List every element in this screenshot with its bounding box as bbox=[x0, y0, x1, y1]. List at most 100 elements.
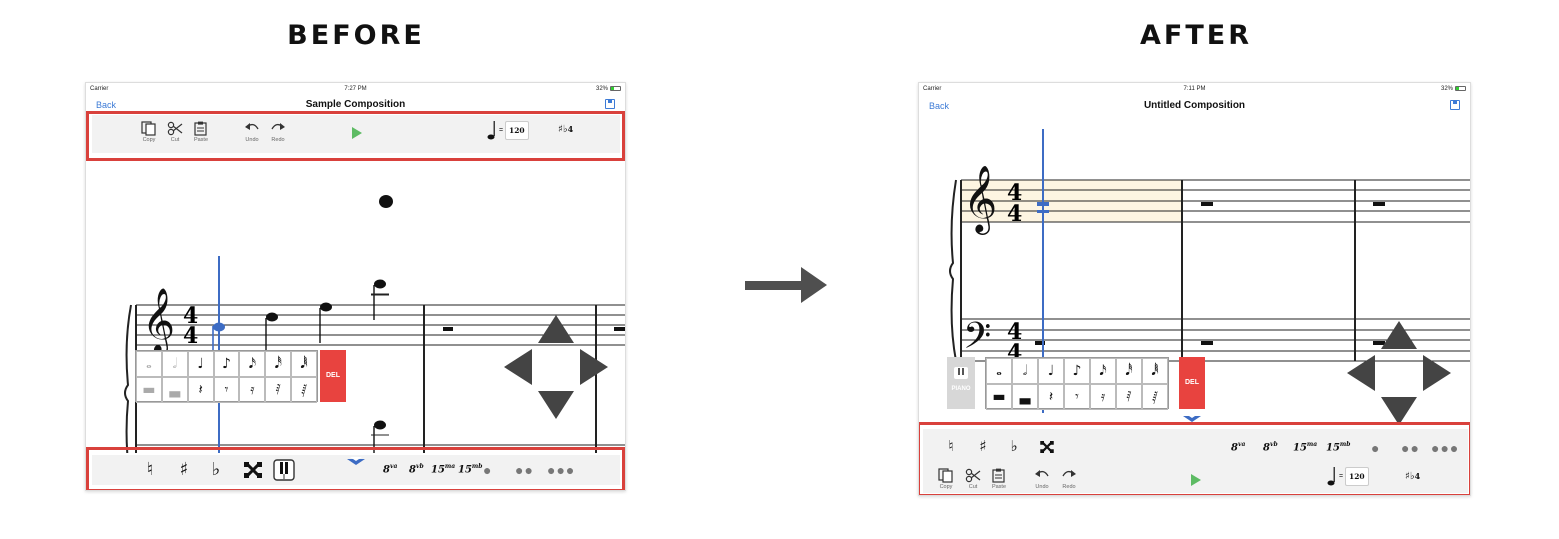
piano-label: PIANO bbox=[951, 386, 971, 392]
double-sharp-icon[interactable] bbox=[1040, 441, 1054, 453]
redo-label: Redo bbox=[271, 137, 285, 143]
save-icon[interactable] bbox=[605, 99, 615, 109]
redo-button[interactable]: Redo bbox=[1056, 468, 1082, 490]
quarter-rest-button[interactable]: 𝄽 bbox=[1038, 384, 1064, 410]
whole-note-button[interactable]: 𝅝 bbox=[986, 358, 1012, 384]
sixteenth-rest-button[interactable]: 𝄿 bbox=[1090, 384, 1116, 410]
natural-icon[interactable]: ♮ bbox=[146, 459, 154, 480]
quarter-rest-button[interactable]: 𝄽 bbox=[187, 377, 214, 403]
sixtyfourth-rest-button[interactable]: 𝅁 bbox=[1142, 384, 1168, 410]
half-note-button[interactable]: 𝅗𝅥 bbox=[161, 351, 188, 377]
sixteenth-rest-button[interactable]: 𝄿 bbox=[239, 377, 266, 403]
svg-text:4: 4 bbox=[1007, 201, 1022, 227]
sharp-icon[interactable]: ♯ bbox=[979, 437, 987, 455]
play-button[interactable] bbox=[1191, 474, 1201, 486]
quarter-note-button[interactable]: ♩ bbox=[187, 351, 214, 377]
ottava-15ma[interactable]: 15ma bbox=[1293, 441, 1318, 454]
note-palette: 𝅝 𝅗𝅥 ♩ ♪ 𝅘𝅥𝅯 𝅘𝅥𝅰 𝅘𝅥𝅱 ▬ ▃ 𝄽 𝄾 𝄿 𝅀 𝅁 bbox=[135, 350, 318, 403]
cut-icon bbox=[965, 468, 981, 483]
whole-note-button[interactable]: 𝅝 bbox=[136, 351, 162, 377]
double-sharp-icon[interactable] bbox=[244, 462, 262, 478]
redo-button[interactable]: Redo bbox=[265, 121, 291, 143]
piano-keys-icon bbox=[954, 367, 968, 379]
half-rest-button[interactable]: ▃ bbox=[1012, 384, 1038, 410]
clock: 7:11 PM bbox=[1183, 86, 1206, 92]
half-rest-button[interactable]: ▃ bbox=[161, 377, 188, 403]
sixteenth-note-button[interactable]: 𝅘𝅥𝅯 bbox=[239, 351, 266, 377]
flat-icon[interactable]: ♭ bbox=[1010, 437, 1018, 455]
bottom-highlight-box bbox=[86, 447, 625, 490]
sharp-icon[interactable]: ♯ bbox=[179, 459, 189, 480]
back-button[interactable]: Back bbox=[96, 100, 117, 110]
whole-rest-button[interactable]: ▬ bbox=[986, 384, 1012, 410]
ottava-8va[interactable]: 8va bbox=[1231, 441, 1246, 454]
quarter-note-icon bbox=[487, 121, 495, 140]
thirtysecond-note-button[interactable]: 𝅘𝅥𝅰 bbox=[265, 351, 292, 377]
ottava-15ma[interactable]: 15ma bbox=[431, 463, 456, 476]
dot-double[interactable]: ●● bbox=[1401, 440, 1420, 456]
before-heading: BEFORE bbox=[287, 20, 425, 51]
key-signature-icon[interactable]: ♯♭4 bbox=[1405, 471, 1421, 482]
tempo-value[interactable]: 120 bbox=[505, 120, 529, 140]
ottava-8vb[interactable]: 8vb bbox=[1263, 441, 1278, 454]
paste-button[interactable]: Paste bbox=[188, 121, 214, 143]
quarter-note-button[interactable]: ♩ bbox=[1038, 358, 1064, 384]
piano-keys-icon[interactable] bbox=[273, 459, 295, 481]
ottava-8va[interactable]: 8va bbox=[383, 463, 398, 476]
delete-button[interactable]: DEL bbox=[320, 350, 346, 402]
ottava-15mb[interactable]: 15mb bbox=[458, 463, 483, 476]
dpad-arrows-icon[interactable] bbox=[504, 315, 608, 419]
chevron-down-icon[interactable] bbox=[1183, 414, 1201, 422]
key-signature-icon[interactable]: ♯♭4 bbox=[558, 124, 574, 135]
half-note-button[interactable]: 𝅗𝅥 bbox=[1012, 358, 1038, 384]
before-screen: Carrier 7:27 PM 32% Back Sample Composit… bbox=[85, 82, 626, 491]
battery-icon bbox=[610, 86, 621, 91]
eighth-note-button[interactable]: ♪ bbox=[213, 351, 240, 377]
thirtysecond-note-button[interactable]: 𝅘𝅥𝅰 bbox=[1116, 358, 1142, 384]
delete-label: DEL bbox=[1185, 379, 1199, 386]
tempo-control[interactable]: = 120 bbox=[487, 119, 529, 141]
dpad-arrows-icon[interactable] bbox=[1347, 321, 1451, 425]
note-head[interactable] bbox=[379, 195, 393, 208]
eighth-rest-button[interactable]: 𝄾 bbox=[1064, 384, 1090, 410]
top-highlight-box bbox=[86, 111, 625, 161]
bottom-highlight-box bbox=[919, 422, 1470, 495]
undo-button[interactable]: Undo bbox=[239, 121, 265, 143]
carrier-label: Carrier bbox=[90, 86, 109, 92]
after-heading: AFTER bbox=[1140, 20, 1252, 51]
copy-button[interactable]: Copy bbox=[933, 468, 959, 490]
flat-icon[interactable]: ♭ bbox=[211, 459, 221, 480]
ottava-15mb[interactable]: 15mb bbox=[1326, 441, 1351, 454]
cut-button[interactable]: Cut bbox=[162, 121, 188, 143]
sixtyfourth-rest-button[interactable]: 𝅁 bbox=[291, 377, 317, 403]
dot-triple[interactable]: ●●● bbox=[547, 462, 576, 478]
tempo-control[interactable]: = 120 bbox=[1327, 465, 1369, 487]
play-button[interactable] bbox=[352, 127, 362, 139]
eighth-rest-button[interactable]: 𝄾 bbox=[213, 377, 240, 403]
sixtyfourth-note-button[interactable]: 𝅘𝅥𝅱 bbox=[291, 351, 317, 377]
cut-button[interactable]: Cut bbox=[960, 468, 986, 490]
tempo-value[interactable]: 120 bbox=[1345, 466, 1369, 486]
chevron-down-icon[interactable] bbox=[347, 457, 365, 465]
undo-button[interactable]: Undo bbox=[1029, 468, 1055, 490]
dot-single[interactable]: ● bbox=[1371, 440, 1381, 456]
natural-icon[interactable]: ♮ bbox=[948, 437, 954, 455]
save-icon[interactable] bbox=[1450, 100, 1460, 110]
sixteenth-note-button[interactable]: 𝅘𝅥𝅯 bbox=[1090, 358, 1116, 384]
dot-triple[interactable]: ●●● bbox=[1431, 440, 1460, 456]
score-staff: 𝄞 𝄢 4 4 4 4 bbox=[949, 129, 1470, 413]
whole-rest-button[interactable]: ▬ bbox=[136, 377, 162, 403]
piano-toggle-button[interactable]: PIANO bbox=[947, 357, 975, 409]
sixtyfourth-note-button[interactable]: 𝅘𝅥𝅱 bbox=[1142, 358, 1168, 384]
thirtysecond-rest-button[interactable]: 𝅀 bbox=[1116, 384, 1142, 410]
delete-button[interactable]: DEL bbox=[1179, 357, 1205, 409]
dot-double[interactable]: ●● bbox=[515, 462, 534, 478]
paste-button[interactable]: Paste bbox=[986, 468, 1012, 490]
copy-button[interactable]: Copy bbox=[136, 121, 162, 143]
dot-single[interactable]: ● bbox=[483, 462, 493, 478]
ottava-8vb[interactable]: 8vb bbox=[409, 463, 424, 476]
status-bar: Carrier 7:11 PM 32% bbox=[919, 83, 1470, 97]
thirtysecond-rest-button[interactable]: 𝅀 bbox=[265, 377, 292, 403]
eighth-note-button[interactable]: ♪ bbox=[1064, 358, 1090, 384]
back-button[interactable]: Back bbox=[929, 101, 950, 111]
